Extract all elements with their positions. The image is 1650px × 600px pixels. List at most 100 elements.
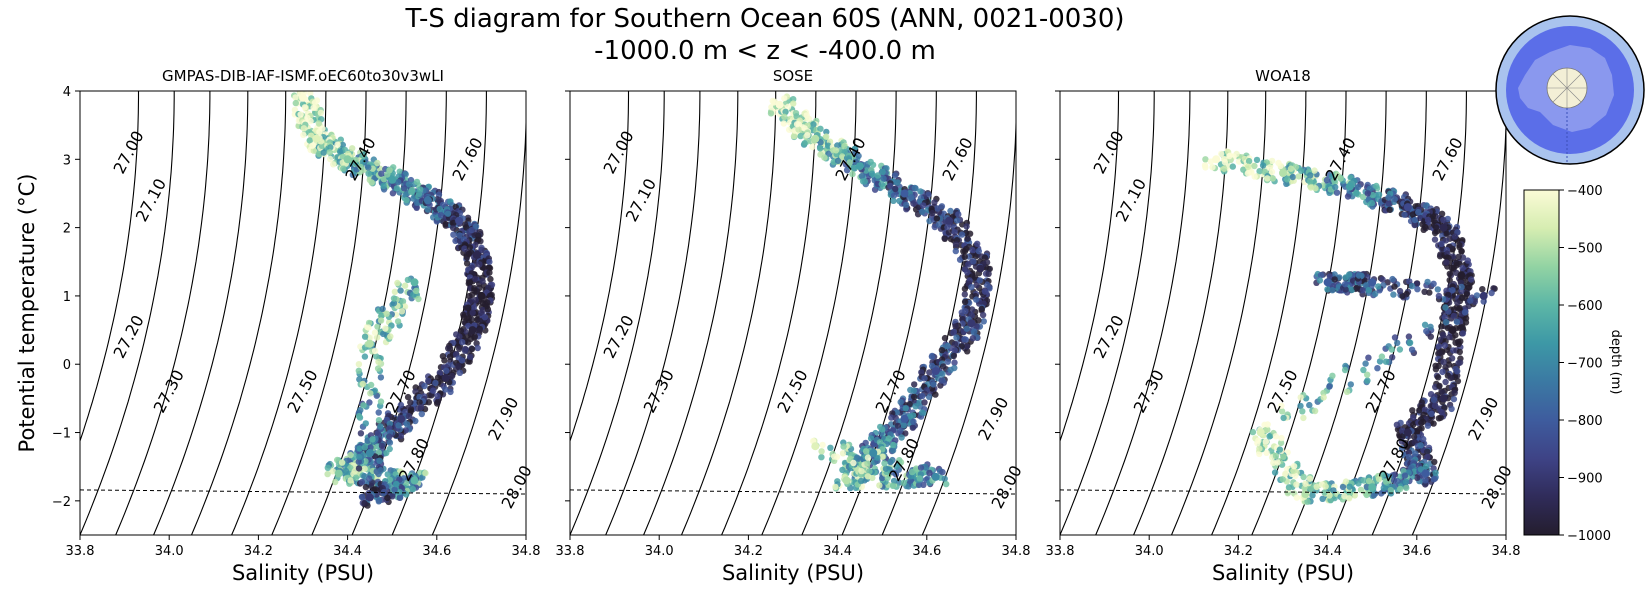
scatter-point (976, 277, 983, 284)
scatter-point (1393, 421, 1401, 428)
scatter-point (966, 230, 974, 237)
scatter-point (842, 476, 851, 485)
scatter-point (378, 312, 385, 319)
scatter-point (1462, 315, 1470, 322)
scatter-point (394, 279, 401, 287)
scatter-point (1309, 492, 1316, 499)
scatter-point (1355, 183, 1362, 191)
scatter-point (1427, 323, 1434, 330)
scatter-point (334, 469, 343, 478)
scatter-point (1443, 254, 1451, 261)
scatter-point (422, 469, 429, 477)
scatter-point (1391, 334, 1399, 341)
scatter-point (377, 398, 385, 405)
scatter-point (1360, 366, 1367, 374)
scatter-point (781, 113, 788, 121)
scatter-point (436, 369, 443, 376)
scatter-point (1403, 203, 1412, 212)
scatter-point (1399, 292, 1406, 299)
panel-2: SOSE27.0027.1027.2027.3027.4027.5027.602… (556, 67, 1031, 585)
scatter-point (858, 468, 865, 475)
x-tick-label: 34.0 (155, 544, 184, 559)
contour-line-27.90 (881, 91, 977, 535)
scatter-point (1373, 182, 1380, 190)
scatter-point (357, 406, 364, 414)
scatter-point (418, 410, 425, 418)
scatter-point (320, 149, 327, 156)
scatter-point (374, 430, 382, 437)
scatter-point (484, 306, 492, 313)
scatter-point (961, 253, 968, 260)
scatter-point (821, 154, 828, 161)
scatter-point (1399, 433, 1406, 440)
scatter-point (461, 347, 469, 354)
scatter-point (367, 444, 374, 451)
scatter-point (943, 480, 950, 488)
scatter-point (1290, 463, 1298, 470)
scatter-point (832, 483, 839, 491)
scatter-point (816, 145, 824, 152)
scatter-point (1289, 173, 1297, 181)
antarctica-region-map (1495, 15, 1645, 165)
scatter-point (355, 465, 363, 472)
scatter-point (334, 141, 341, 148)
scatter-point (1321, 489, 1328, 496)
scatter-point (971, 328, 978, 335)
scatter-point (1423, 327, 1430, 335)
y-tick-label: 4 (63, 85, 71, 100)
scatter-point (1446, 333, 1453, 341)
scatter-point (367, 334, 374, 341)
scatter-point (466, 279, 473, 287)
contour-line-27.10 (570, 91, 665, 535)
scatter-point (889, 447, 897, 454)
scatter-point (1244, 170, 1252, 177)
scatter-point (1272, 452, 1280, 460)
scatter-point (1331, 271, 1338, 278)
scatter-point (900, 422, 907, 429)
scatter-point (356, 376, 363, 383)
scatter-point (890, 477, 898, 485)
scatter-point (921, 399, 928, 406)
scatter-point (1320, 394, 1327, 401)
scatter-point (397, 401, 405, 409)
scatter-point (317, 109, 324, 117)
scatter-point (846, 159, 853, 166)
x-tick-label: 33.8 (66, 544, 95, 559)
scatter-point (951, 359, 958, 366)
scatter-point (1467, 276, 1475, 283)
freezing-line (1059, 489, 1507, 495)
scatter-point (944, 342, 951, 349)
scatter-point (1391, 283, 1398, 290)
scatter-point (890, 441, 897, 449)
scatter-point (397, 414, 406, 423)
contour-line-27.50 (231, 91, 327, 535)
scatter-point (790, 100, 797, 107)
scatter-point (359, 380, 367, 388)
scatter-point (361, 333, 369, 340)
scatter-point (867, 435, 875, 442)
scatter-point (869, 449, 878, 457)
scatter-point (879, 453, 886, 460)
density-contours (80, 91, 526, 535)
scatter-point (1368, 199, 1376, 207)
scatter-point (925, 393, 933, 400)
scatter-point (1362, 360, 1369, 367)
panel-title: WOA18 (1255, 67, 1311, 85)
scatter-point (324, 470, 331, 478)
scatter-point (403, 196, 410, 204)
scatter-point (981, 288, 989, 295)
scatter-point (1370, 492, 1378, 499)
scatter-point (412, 417, 419, 425)
scatter-point (415, 190, 423, 197)
scatter-point (455, 363, 462, 370)
scatter-point (1255, 437, 1262, 444)
scatter-point (1382, 478, 1389, 485)
scatter-point (355, 361, 363, 368)
scatter-point (1307, 172, 1314, 179)
scatter-point (1287, 165, 1295, 172)
scatter-point (951, 347, 958, 354)
scatter-point (356, 453, 363, 461)
scatter-point (952, 247, 959, 255)
axes-frame (1059, 90, 1507, 536)
scatter-point (855, 152, 862, 160)
